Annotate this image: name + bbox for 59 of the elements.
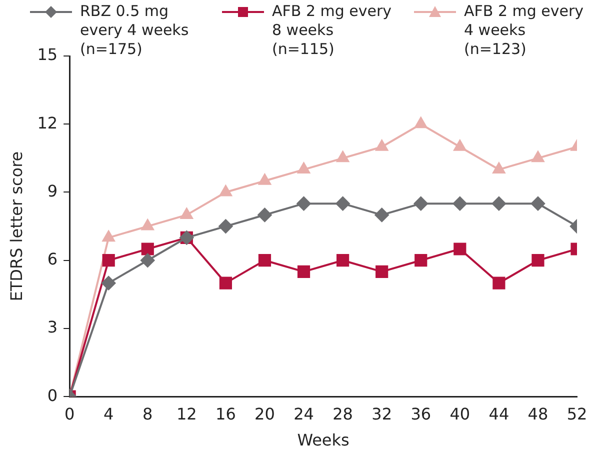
point [414,254,428,267]
point [452,196,467,211]
point [492,196,506,211]
point [258,174,271,185]
point [376,140,388,151]
point [376,265,388,278]
point [336,196,350,211]
x-axis-title: Weeks [297,430,350,450]
point [102,276,116,290]
x-tick-label: 40 [450,404,470,424]
point [336,151,349,162]
x-tick-label: 44 [488,404,510,424]
point [141,242,154,256]
point [219,276,232,290]
y-tick-label: 15 [37,45,58,64]
point [492,162,506,174]
x-tick-label: 4 [104,404,114,424]
point [532,254,544,267]
point [454,140,466,151]
x-tick-label: 24 [294,404,314,424]
y-tick-label: 3 [47,318,58,337]
point [297,265,310,278]
point [336,254,350,267]
x-tick-label: 52 [566,404,588,424]
x-tick-label: 36 [410,404,432,424]
point [140,253,155,268]
x-tick-label: 16 [216,404,236,424]
y-tick-label: 0 [47,386,58,405]
point [296,196,311,211]
x-tick-label: 32 [372,404,392,424]
point [258,208,272,222]
y-tick-label: 9 [47,181,58,200]
point [180,208,193,219]
y-tick-label: 12 [37,113,58,132]
point [414,196,428,211]
point [258,254,272,267]
x-tick-label: 28 [332,404,353,424]
y-axis-title: ETDRS letter score [6,151,26,302]
point [492,276,506,290]
y-tick-label: 6 [47,250,58,269]
point [532,151,544,162]
point [218,219,233,234]
point [102,230,115,242]
point [414,117,428,128]
point [102,254,115,267]
legend-label: AFB 2 mg every 4 weeks (n=123) [464,2,585,59]
point [298,162,310,174]
x-tick-label: 0 [64,404,75,424]
x-tick-label: 12 [176,404,197,424]
x-tick-label: 8 [142,404,153,424]
point [220,185,232,196]
point [454,242,466,256]
legend-label: RBZ 0.5 mg every 4 weeks (n=175) [80,2,190,59]
legend-label: AFB 2 mg every 8 weeks (n=115) [272,2,393,59]
x-tick-label: 48 [528,404,548,424]
point [530,196,545,211]
point [141,219,154,230]
x-tick-label: 20 [254,404,275,424]
point [374,208,389,222]
